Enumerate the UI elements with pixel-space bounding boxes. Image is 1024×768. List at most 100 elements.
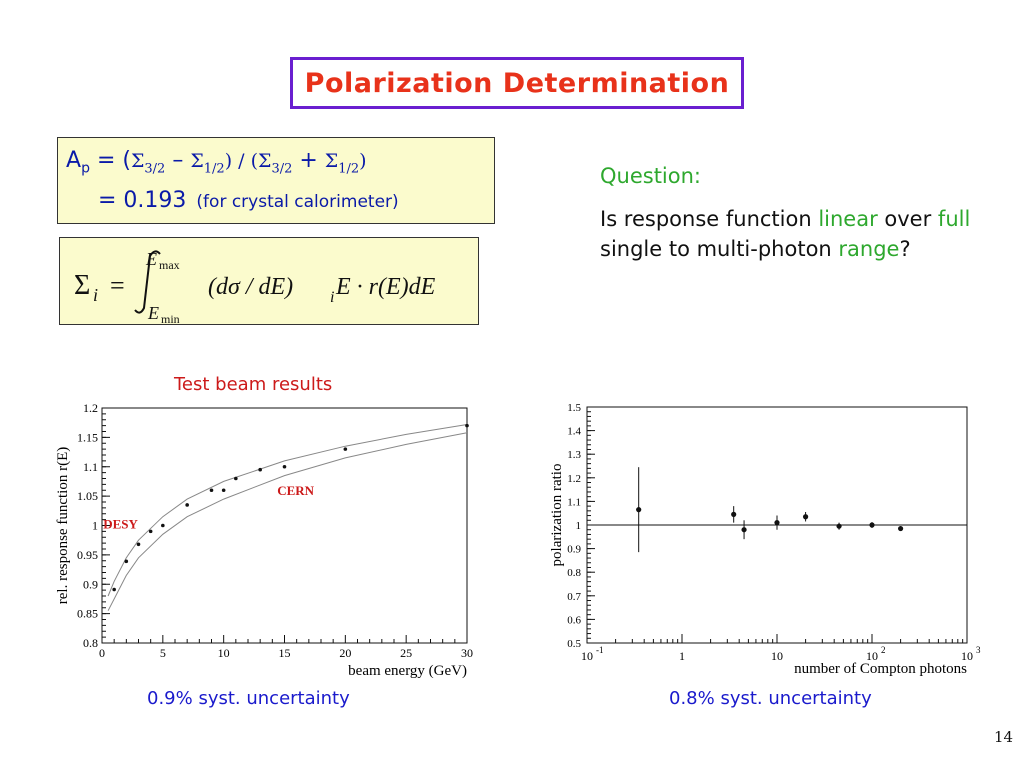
polarization-formula-box: Ap = (Σ3/2 – Σ1/2) / (Σ3/2 + Σ1/2) = 0.1… <box>57 137 495 224</box>
y-tick-label: 1.2 <box>567 473 581 485</box>
integral-lhs: Σ <box>74 270 90 301</box>
formula-lhs-sub: p <box>81 160 90 177</box>
formula-plus: + <box>292 148 325 173</box>
q-t3: single to multi-photon <box>600 237 839 261</box>
y-axis-label: polarization ratio <box>549 464 565 567</box>
sub-c: 3/2 <box>271 161 293 177</box>
y-tick-label: 0.8 <box>567 567 581 579</box>
x-tick-label: 20 <box>339 646 351 660</box>
data-point <box>221 488 226 493</box>
x-tick-label: 30 <box>461 646 473 660</box>
integrand-b: E · r(E)dE <box>335 274 436 300</box>
integral-upper: E <box>145 249 157 269</box>
formula-value-line: = 0.193 (for crystal calorimeter) <box>98 188 399 213</box>
x-tick-label: 15 <box>279 646 291 660</box>
data-point <box>897 525 904 532</box>
x-tick-label: 10 <box>866 649 878 663</box>
sub-d: 1/2 <box>338 161 360 177</box>
y-tick-label: 1 <box>92 519 98 533</box>
integral-upper-sub: max <box>159 258 180 272</box>
x-tick-label: 25 <box>400 646 412 660</box>
formula-minus: – <box>165 148 191 173</box>
integral-eq: = <box>110 271 125 300</box>
formula-close: ) <box>359 150 367 172</box>
x-tick-exponent: 2 <box>881 645 886 655</box>
integral-formula-box: Σ i = E max E min (dσ / dE) i E · r(E)dE <box>59 237 479 325</box>
sigma-d: Σ <box>324 150 339 172</box>
sub-a: 3/2 <box>144 161 166 177</box>
x-tick-label: 10 <box>961 649 973 663</box>
formula-slash: ) / ( <box>224 150 258 172</box>
response-function-chart: 0 5 10 15 20 25 30 0.8 0.85 0.9 0.95 1 1.05 1.1 1.15 1.… <box>55 401 473 679</box>
question-label: Question: <box>600 164 702 188</box>
x-axis-label: number of Compton photons <box>794 661 967 677</box>
y-tick-label: 1.3 <box>567 449 581 461</box>
left-uncertainty: 0.9% syst. uncertainty <box>147 688 350 709</box>
y-tick-label: 0.95 <box>77 548 98 562</box>
sigma-a: Σ <box>130 150 145 172</box>
y-tick-label: 1.05 <box>77 489 98 503</box>
data-point <box>836 523 842 529</box>
x-axis-label: beam energy (GeV) <box>348 663 467 679</box>
q-g3: range <box>838 237 900 261</box>
q-t4: ? <box>899 237 911 261</box>
integral-formula: Σ i = E max E min (dσ / dE) i E · r(E)dE <box>74 249 436 323</box>
page-number: 14 <box>994 728 1014 746</box>
formula-value: = 0.193 <box>98 188 187 213</box>
question-text: Is response function linear over full si… <box>600 204 980 264</box>
y-tick-label: 1 <box>576 520 582 532</box>
y-tick-label: 0.8 <box>83 636 98 650</box>
sigma-b: Σ <box>190 150 204 172</box>
y-tick-label: 1.4 <box>567 426 581 438</box>
y-tick-label: 0.6 <box>567 614 581 626</box>
data-point <box>465 423 469 428</box>
q-t1: Is response function <box>600 207 819 231</box>
data-point <box>802 514 809 520</box>
q-g2: full <box>937 207 971 231</box>
band-lower-line <box>107 432 468 611</box>
q-t2: over <box>877 207 938 231</box>
data-point <box>148 529 153 534</box>
y-tick-label: 0.5 <box>567 638 581 650</box>
formula-lhs: A <box>66 148 82 173</box>
desy-annotation: DESY <box>103 516 138 531</box>
x-tick-label: 10 <box>218 646 230 660</box>
x-tick-label: 1 <box>679 649 685 663</box>
sub-b: 1/2 <box>203 161 225 177</box>
data-point <box>282 464 287 469</box>
data-point <box>136 542 141 547</box>
sigma-c: Σ <box>258 150 272 172</box>
data-point <box>869 522 875 528</box>
formula-note: (for crystal calorimeter) <box>196 192 399 212</box>
integrand-a: (dσ / dE) <box>208 274 293 300</box>
left-chart-caption: Test beam results <box>174 374 333 395</box>
y-tick-label: 0.7 <box>567 591 581 603</box>
cern-annotation: CERN <box>277 483 314 498</box>
data-point <box>185 503 189 507</box>
data-point <box>741 527 747 533</box>
right-uncertainty: 0.8% syst. uncertainty <box>669 688 872 709</box>
data-point <box>161 523 165 528</box>
title-frame: Polarization Determination <box>290 57 744 109</box>
data-point <box>343 447 348 451</box>
data-point <box>774 520 780 526</box>
formula-line: Ap = (Σ3/2 – Σ1/2) / (Σ3/2 + Σ1/2) <box>66 148 367 176</box>
y-tick-label: 1.1 <box>83 460 98 474</box>
data-point <box>636 507 642 513</box>
data-point <box>209 488 214 493</box>
integral-lhs-sub: i <box>93 285 98 305</box>
slide-title: Polarization Determination <box>304 67 730 99</box>
x-tick-label: 0 <box>99 646 105 660</box>
formula-eq: = ( <box>89 148 131 173</box>
polarization-ratio-chart: 10 -1 1 10 10 2 10 30.50.60.70.80.911.11.21.31.… <box>549 402 981 677</box>
integral-lower-sub: min <box>161 312 180 323</box>
x-tick-label: 10 <box>581 649 593 663</box>
data-point <box>258 467 262 472</box>
data-point <box>234 476 238 481</box>
y-tick-label: 1.1 <box>567 496 581 508</box>
y-tick-label: 1.15 <box>77 430 98 444</box>
x-tick-exponent: -1 <box>596 645 604 655</box>
y-tick-label: 0.9 <box>83 577 98 591</box>
integrand-sub: i <box>330 289 334 306</box>
integral-lower: E <box>147 303 159 323</box>
